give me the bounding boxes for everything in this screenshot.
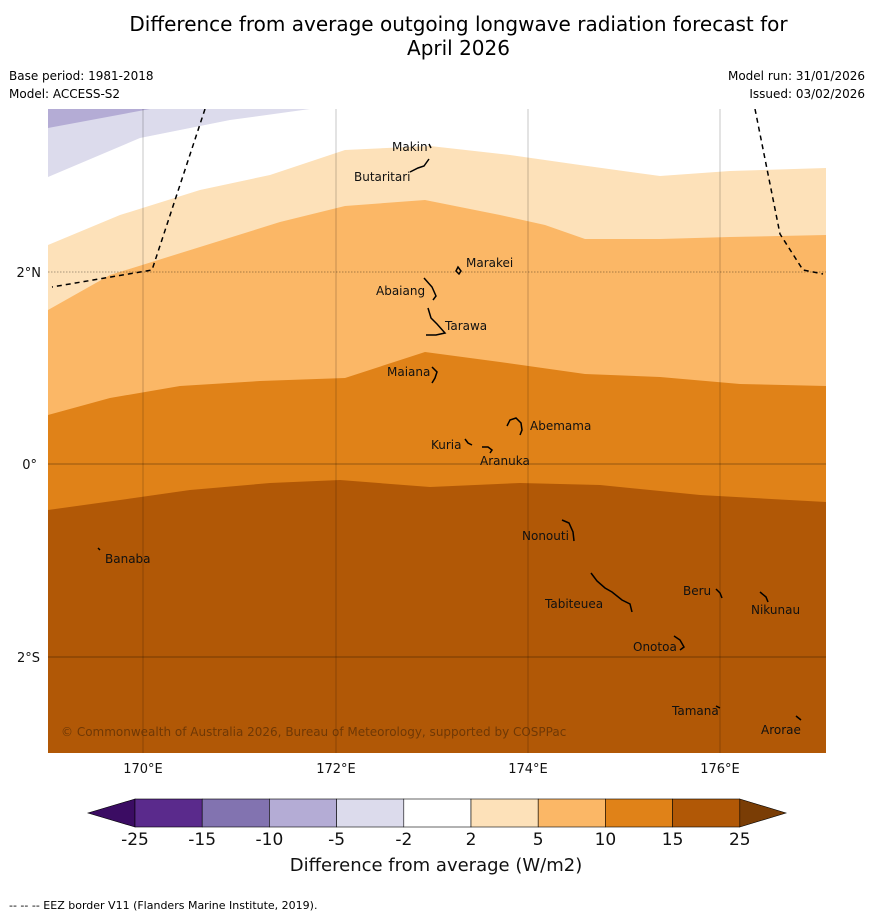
tick-172e: 172°E — [316, 762, 356, 777]
lon-axis-ticks: 170°E 172°E 174°E 176°E — [123, 762, 740, 777]
label-beru: Beru — [683, 584, 711, 598]
label-tarawa: Tarawa — [444, 319, 487, 333]
island-butaritari — [409, 158, 430, 173]
label-abaiang: Abaiang — [376, 284, 425, 298]
eez-footer-note: -- -- -- EEZ border V11 (Flanders Marine… — [9, 899, 318, 912]
island-nikunau — [759, 591, 769, 603]
island-aranuka — [482, 446, 494, 454]
island-kuria — [464, 438, 473, 446]
tick-2s: 2°S — [17, 651, 40, 666]
tick-170e: 170°E — [123, 762, 163, 777]
island-nonouti — [561, 519, 575, 542]
island-tarawa — [426, 307, 447, 336]
colorbar-label: Difference from average (W/m2) — [290, 855, 582, 876]
island-banaba — [97, 547, 101, 551]
tick-176e: 176°E — [700, 762, 740, 777]
colorbar-under-arrow — [86, 798, 136, 828]
colorbar-bin-4 — [403, 798, 472, 828]
island-maiana — [431, 366, 438, 384]
meta-right: Model run: 31/01/2026 Issued: 03/02/2026 — [728, 67, 865, 103]
colorbar-tick-3: -5 — [328, 830, 345, 850]
eez-border-east — [754, 109, 824, 275]
island-onotoa — [673, 635, 685, 651]
label-arorae: Arorae — [761, 723, 801, 737]
colorbar-tick-8: 15 — [662, 830, 684, 850]
meta-left: Base period: 1981-2018 Model: ACCESS-S2 — [9, 67, 154, 103]
issued-date: Issued: 03/02/2026 — [749, 87, 865, 101]
island-tabiteuea — [590, 572, 633, 613]
island-abemama — [506, 417, 523, 436]
label-banaba: Banaba — [105, 552, 151, 566]
eez-borders — [51, 109, 824, 288]
colorbar-tick-7: 10 — [595, 830, 617, 850]
colorbar-bin-1 — [201, 798, 270, 828]
label-marakei: Marakei — [466, 256, 513, 270]
island-arorae — [795, 715, 802, 721]
colorbar-bin-7 — [605, 798, 673, 828]
colorbar-over-arrow — [739, 798, 788, 828]
label-tabiteuea: Tabiteuea — [544, 597, 603, 611]
colorbar-tick-2: -10 — [256, 830, 284, 850]
islands — [97, 143, 802, 721]
label-abemama: Abemama — [530, 419, 591, 433]
model-run: Model run: 31/01/2026 — [727, 69, 865, 83]
label-nonouti: Nonouti — [522, 529, 569, 543]
colorbar: -25 -15 -10 -5 -2 2 5 10 15 25 — [86, 798, 788, 850]
title-line-1: Difference from average outgoing longwav… — [129, 12, 788, 36]
parallels — [48, 271, 826, 658]
colorbar-bin-0 — [134, 798, 203, 828]
island-tamana — [715, 705, 721, 709]
colorbar-tick-6: 5 — [533, 830, 544, 850]
colorbar-bin-3 — [336, 798, 405, 828]
colorbar-tick-0: -25 — [121, 830, 149, 850]
island-makin — [428, 143, 432, 149]
label-tamana: Tamana — [671, 704, 719, 718]
contour-fills: Makin Butaritari Marakei Abaiang Tarawa … — [48, 109, 826, 753]
island-beru — [715, 588, 723, 599]
label-onotoa: Onotoa — [633, 640, 677, 654]
lat-axis-ticks: 2°N 0° 2°S — [17, 266, 42, 666]
graticule — [142, 109, 721, 753]
label-nikunau: Nikunau — [751, 603, 800, 617]
contour-band-minus-5-to-minus-2 — [48, 109, 310, 177]
base-period: Base period: 1981-2018 — [9, 69, 154, 83]
colorbar-tick-1: -15 — [188, 830, 216, 850]
label-maiana: Maiana — [387, 365, 430, 379]
colorbar-bin-6 — [537, 798, 606, 828]
island-abaiang — [423, 277, 437, 301]
title-line-2: April 2026 — [407, 36, 510, 60]
eez-border-west — [51, 109, 206, 288]
colorbar-bin-5 — [470, 798, 539, 828]
contour-band-15-to-25 — [48, 480, 826, 753]
colorbar-tick-5: 2 — [466, 830, 477, 850]
island-marakei — [455, 265, 462, 276]
colorbar-tick-4: -2 — [395, 830, 412, 850]
colorbar-bin-8 — [672, 798, 741, 828]
model-name: Model: ACCESS-S2 — [9, 87, 121, 101]
copyright-notice: © Commonwealth of Australia 2026, Bureau… — [61, 725, 566, 739]
chart-title: Difference from average outgoing longwav… — [0, 12, 873, 60]
contour-band-minus-10-to-minus-5 — [48, 109, 150, 128]
place-labels: Makin Butaritari Marakei Abaiang Tarawa … — [105, 140, 801, 737]
label-makin: Makin — [392, 140, 428, 154]
tick-2n: 2°N — [17, 266, 42, 281]
label-kuria: Kuria — [431, 438, 462, 452]
colorbar-bin-2 — [269, 798, 337, 828]
label-aranuka: Aranuka — [480, 454, 530, 468]
colorbar-tick-9: 25 — [729, 830, 751, 850]
label-butaritari: Butaritari — [354, 170, 411, 184]
tick-174e: 174°E — [508, 762, 548, 777]
tick-0: 0° — [22, 458, 37, 473]
